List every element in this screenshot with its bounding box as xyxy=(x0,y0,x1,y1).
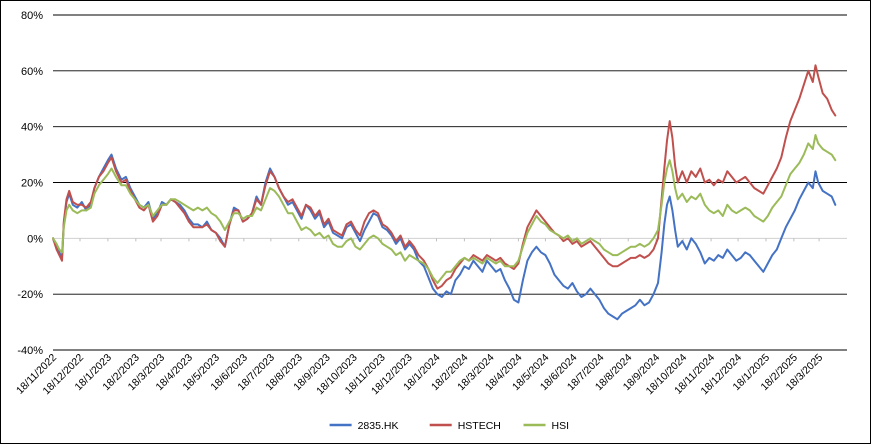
y-tick-label: 40% xyxy=(21,122,43,134)
y-tick-label: -20% xyxy=(17,289,43,301)
series-line-hstech xyxy=(52,64,837,290)
y-tick-label: 20% xyxy=(21,178,43,190)
gridlines xyxy=(53,14,847,351)
y-tick-label: 60% xyxy=(21,66,43,78)
legend-label: HSI xyxy=(552,420,570,432)
y-tick-label: 0% xyxy=(27,233,43,245)
y-axis-ticks: -40% -20% 0% 20% 40% 60% 80% xyxy=(17,10,43,357)
series-line-hsi xyxy=(52,134,837,284)
y-tick-label: -40% xyxy=(17,345,43,357)
y-tick-label: 80% xyxy=(21,10,43,22)
legend: 2835.HK HSTECH HSI xyxy=(329,420,570,432)
legend-label: 2835.HK xyxy=(358,420,399,432)
legend-label: HSTECH xyxy=(458,420,501,432)
series-lines xyxy=(52,64,837,321)
